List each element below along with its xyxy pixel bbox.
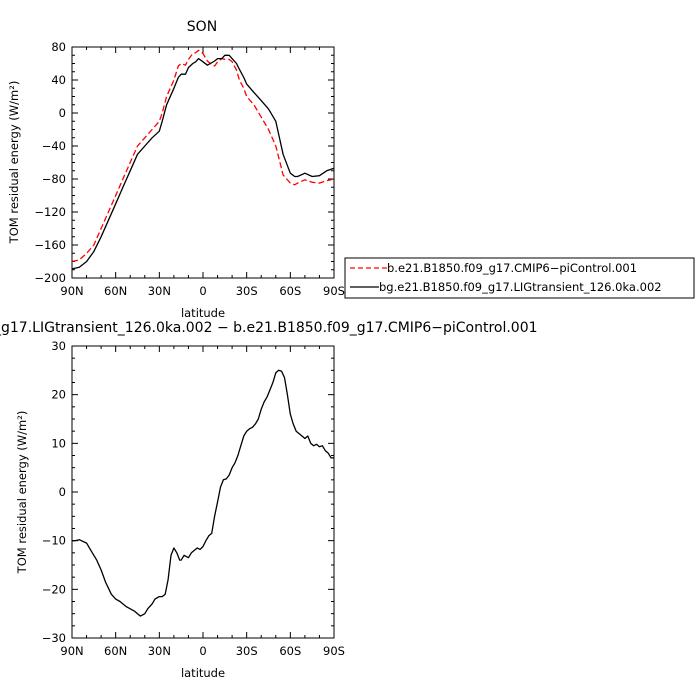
top-y-tick-labels: 80 40 0 −40 −80 −120 −160 −200: [34, 40, 66, 285]
bottom-y-tick-label: −30: [42, 631, 66, 645]
bottom-y-tick-label: −20: [42, 582, 66, 596]
top-x-tick-label: 90S: [323, 284, 345, 298]
legend-label-ligtransient: bg.e21.B1850.f09_g17.LIGtransient_126.0k…: [379, 280, 662, 294]
top-x-tick-label: 90N: [60, 284, 83, 298]
bottom-x-tick-labels: 90N 60N 30N 0 30S 60S 90S: [60, 644, 345, 658]
top-series-line-1: [72, 49, 334, 263]
bottom-x-tick-label: 60N: [104, 644, 127, 658]
top-y-tick-label: −40: [42, 139, 66, 153]
bottom-x-tick-label: 90S: [323, 644, 345, 658]
bottom-y-tick-label: 30: [51, 339, 66, 353]
bottom-x-axis-label: latitude: [181, 666, 225, 680]
top-y-tick-label: 80: [51, 40, 66, 54]
top-x-tick-label: 60N: [104, 284, 127, 298]
top-x-tick-label: 30N: [148, 284, 171, 298]
bottom-y-tick-label: 0: [59, 485, 66, 499]
bottom-chart-title: bg.e21.B1850.f09_g17.LIGtransient_126.0k…: [0, 320, 538, 336]
bottom-y-tick-labels: 30 20 10 0 −10 −20 −30: [42, 339, 66, 645]
bottom-x-tick-label: 0: [199, 644, 206, 658]
bottom-y-tick-label: 10: [51, 436, 66, 450]
bottom-y-tick-label: 20: [51, 388, 66, 402]
top-tick-marks: [71, 46, 335, 279]
top-series-line-2: [72, 54, 334, 270]
top-panel: SON 80 40 0 −40 −80 −120 −160 −200 90N 60N 30N 0 30…: [7, 19, 695, 320]
legend-label-picontrol: b.e21.B1850.f09_g17.CMIP6−piControl.001: [387, 261, 637, 275]
top-plot-frame: [71, 46, 335, 279]
bottom-x-tick-label: 30N: [148, 644, 171, 658]
legend: b.e21.B1850.f09_g17.CMIP6−piControl.001 …: [344, 257, 695, 299]
bottom-panel: bg.e21.B1850.f09_g17.LIGtransient_126.0k…: [0, 320, 538, 680]
bottom-y-axis-label: TOM residual energy (W/m²): [15, 411, 29, 575]
bottom-series-group: [72, 369, 334, 617]
top-x-axis-label: latitude: [181, 306, 225, 320]
top-x-tick-label: 0: [199, 284, 206, 298]
top-chart-title: SON: [187, 19, 217, 35]
legend-box: [344, 257, 695, 299]
top-y-tick-label: 0: [59, 106, 66, 120]
top-y-tick-label: −120: [34, 205, 66, 219]
bottom-x-tick-label: 60S: [279, 644, 301, 658]
bottom-series-line-1: [72, 369, 334, 617]
top-series-group: [72, 49, 334, 270]
top-y-tick-label: −80: [42, 172, 66, 186]
bottom-x-tick-label: 90N: [60, 644, 83, 658]
bottom-x-tick-label: 30S: [236, 644, 258, 658]
bottom-plot-frame: [71, 345, 335, 639]
top-x-tick-label: 60S: [279, 284, 301, 298]
bottom-y-tick-label: −10: [42, 534, 66, 548]
top-x-tick-label: 30S: [236, 284, 258, 298]
top-y-tick-label: −200: [34, 271, 66, 285]
top-y-axis-label: TOM residual energy (W/m²): [7, 81, 21, 245]
top-x-tick-labels: 90N 60N 30N 0 30S 60S 90S: [60, 284, 345, 298]
top-y-tick-label: −160: [34, 238, 66, 252]
top-y-tick-label: 40: [51, 73, 66, 87]
